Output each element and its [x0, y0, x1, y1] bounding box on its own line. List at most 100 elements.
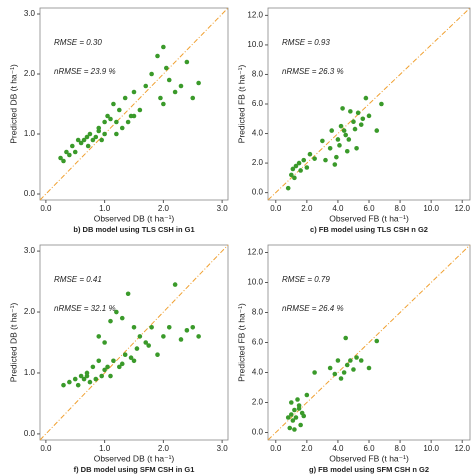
point [75, 137, 81, 143]
point [99, 137, 104, 143]
point [301, 157, 307, 163]
y-axis-label: Predicted FB (t ha⁻¹) [236, 65, 246, 144]
point [184, 328, 190, 333]
point [293, 163, 299, 169]
point [320, 138, 325, 144]
point [287, 425, 293, 431]
point [96, 128, 102, 134]
x-tick-label: 3.0 [217, 444, 229, 453]
x-tick-label: 0.0 [40, 444, 52, 453]
point [111, 101, 116, 107]
point [149, 71, 154, 77]
point [289, 400, 294, 405]
point [289, 172, 294, 178]
point [119, 315, 125, 321]
y-axis-label: Predicted DB (t ha⁻¹) [8, 303, 18, 383]
y-tick-label: 0.0 [252, 188, 264, 197]
x-tick-label: 4.0 [332, 444, 344, 453]
point [102, 367, 107, 373]
point [122, 352, 128, 357]
y-tick-label: 10.0 [247, 278, 263, 287]
point [105, 113, 110, 119]
point [146, 343, 151, 348]
x-tick-label: 8.0 [395, 204, 407, 213]
x-tick-label: 2.0 [301, 444, 313, 453]
point [119, 125, 125, 131]
x-tick-label: 8.0 [395, 444, 407, 453]
point [125, 291, 131, 297]
x-tick-label: 2.0 [158, 204, 170, 213]
annotation: RMSE = 0.41 [54, 275, 102, 284]
point [341, 370, 347, 375]
x-tick-label: 1.0 [99, 204, 111, 213]
y-axis-label: Predicted FB (t ha⁻¹) [236, 303, 246, 382]
point [374, 128, 380, 133]
point [307, 151, 313, 157]
point [117, 364, 122, 370]
x-axis-label: Observed DB (t ha⁻¹) [94, 213, 175, 223]
point [358, 358, 364, 363]
point [96, 358, 102, 364]
x-tick-label: 4.0 [332, 204, 344, 213]
point [102, 119, 107, 125]
point [166, 324, 172, 330]
y-tick-label: 3.0 [24, 9, 36, 18]
point [161, 334, 166, 339]
point [149, 324, 154, 330]
x-tick-label: 6.0 [363, 204, 375, 213]
annotation: nRMSE = 26.4 % [282, 304, 344, 313]
point [166, 77, 172, 83]
point [125, 119, 131, 125]
point [131, 113, 137, 119]
point [81, 376, 87, 382]
y-tick-label: 6.0 [252, 99, 264, 108]
y-tick-label: 3.0 [24, 246, 36, 255]
x-axis-label: Observed FB (t ha⁻¹) [329, 453, 409, 463]
point [75, 382, 81, 388]
y-tick-label: 2.0 [252, 398, 264, 407]
caption: f) DB model using SFM CSH in G1 [74, 465, 195, 474]
point [292, 175, 297, 181]
point [172, 282, 178, 287]
point [351, 367, 356, 372]
point [128, 355, 134, 361]
point [85, 143, 91, 149]
point [337, 143, 342, 148]
y-tick-label: 0.0 [24, 429, 36, 438]
point [131, 324, 137, 330]
point [351, 119, 356, 125]
point [117, 107, 122, 113]
point [344, 148, 350, 154]
annotation: nRMSE = 23.9 % [54, 67, 116, 76]
point [67, 152, 72, 158]
point [137, 334, 143, 339]
x-tick-label: 0.0 [270, 444, 282, 453]
point [295, 397, 300, 402]
point [64, 149, 69, 155]
plot-frame [39, 244, 229, 441]
point [298, 422, 303, 428]
point [131, 358, 137, 364]
point [327, 146, 333, 151]
point [358, 122, 364, 127]
point [355, 110, 361, 116]
point [289, 412, 294, 417]
point [84, 134, 90, 140]
y-tick-label: 4.0 [252, 129, 264, 138]
x-axis-label: Observed DB (t ha⁻¹) [94, 453, 175, 463]
point [96, 334, 102, 339]
point [105, 364, 110, 370]
point [363, 95, 369, 101]
point [343, 132, 348, 138]
y-tick-label: 2.0 [24, 69, 36, 78]
point [329, 128, 335, 133]
y-tick-label: 1.0 [24, 129, 36, 138]
point [348, 358, 353, 363]
one-to-one-line [267, 244, 471, 441]
point [190, 324, 196, 330]
point [161, 44, 166, 50]
x-tick-label: 0.0 [270, 204, 282, 213]
point [323, 157, 328, 163]
point [366, 365, 372, 371]
